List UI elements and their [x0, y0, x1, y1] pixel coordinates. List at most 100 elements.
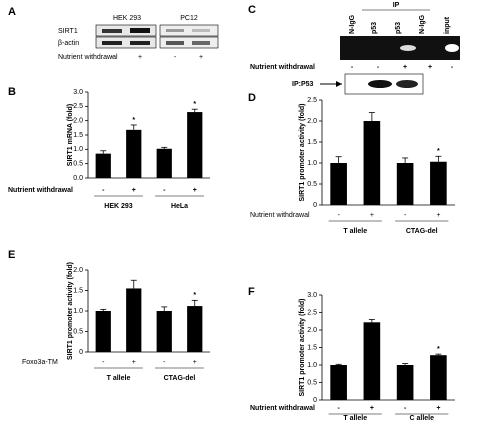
bar [95, 311, 111, 352]
blot [95, 24, 157, 37]
y-tick-label: 1.5 [73, 287, 83, 294]
condition: + [132, 359, 136, 366]
condition: - [163, 187, 166, 194]
header: IP [393, 2, 400, 9]
bar [95, 153, 111, 178]
panel-label: C [248, 4, 256, 16]
band [368, 80, 392, 88]
blot [159, 24, 219, 37]
group-label: T allele [343, 415, 367, 422]
group-label: HEK 293 [104, 203, 133, 210]
bar [396, 163, 414, 205]
bar [430, 161, 447, 205]
y-axis-label: SIRT1 promoter activity (fold) [67, 262, 74, 360]
condition: + [436, 212, 440, 219]
band [102, 29, 122, 33]
y-tick-label: 2.0 [73, 118, 83, 125]
condition: + [199, 54, 203, 61]
bar [126, 129, 142, 178]
bar [396, 365, 414, 400]
condition-label: Nutrient withdrawal [250, 405, 315, 412]
blot [159, 36, 219, 49]
group-label: T allele [107, 375, 131, 382]
y-tick-label: 0.5 [307, 379, 317, 386]
significance-marker: * [193, 101, 196, 108]
significance-marker: * [437, 346, 440, 353]
lane-label: N-IgG [419, 14, 426, 34]
significance-marker: * [437, 148, 440, 155]
y-tick-label: 0.5 [307, 181, 317, 188]
y-tick-label: 0.0 [73, 175, 83, 182]
condition: + [436, 405, 440, 412]
y-tick-label: 1.0 [73, 146, 83, 153]
band [192, 29, 210, 32]
y-tick-label: 2.5 [73, 103, 83, 110]
y-axis-label: SIRT1 mRNA (fold) [67, 104, 74, 166]
y-tick-label: 0 [79, 349, 83, 356]
lane-label: input [444, 16, 451, 34]
band [400, 45, 416, 51]
lane-label: PC12 [180, 15, 198, 22]
group-label: CTAG-del [164, 375, 196, 382]
panel-label: A [8, 6, 16, 18]
bar [156, 148, 172, 178]
lane-label: p53 [395, 22, 402, 34]
condition: - [111, 54, 114, 61]
condition: - [337, 405, 340, 412]
condition-label: Nutrient withdrawal [250, 64, 315, 71]
y-tick-label: 0.5 [73, 161, 83, 168]
condition-label: Nutrient withdrawal [58, 54, 118, 61]
y-tick-label: 1.0 [73, 308, 83, 315]
y-tick-label: 1.0 [307, 160, 317, 167]
condition-label: Nutrient withdrawal [250, 212, 310, 219]
bar [363, 322, 381, 400]
band [102, 41, 122, 45]
condition: - [102, 359, 105, 366]
bar [430, 355, 447, 400]
y-tick-label: 1.5 [307, 344, 317, 351]
band [396, 80, 418, 88]
panel-label: F [248, 286, 255, 298]
condition: - [404, 212, 407, 219]
y-tick-label: 0.5 [73, 328, 83, 335]
panel-label: D [248, 92, 256, 104]
y-tick-label: 3.0 [73, 89, 83, 96]
y-axis-label: SIRT1 promoter activity (fold) [299, 298, 306, 396]
band [130, 28, 150, 33]
condition: - [377, 64, 380, 71]
condition: - [174, 54, 177, 61]
y-tick-label: 1.5 [307, 139, 317, 146]
y-tick-label: 2.5 [307, 309, 317, 316]
y-tick-label: 1.5 [73, 132, 83, 139]
lane-label: p53 [371, 22, 378, 34]
condition: - [163, 359, 166, 366]
y-tick-label: 3.0 [307, 292, 317, 299]
condition: - [337, 212, 340, 219]
condition: + [193, 187, 197, 194]
y-tick-label: 0 [313, 202, 317, 209]
group-label: C allele [409, 415, 434, 422]
row-label: β-actin [58, 40, 79, 47]
bar [156, 311, 172, 352]
condition: - [404, 405, 407, 412]
y-tick-label: 2.0 [73, 267, 83, 274]
y-tick-label: 1.0 [307, 362, 317, 369]
y-tick-label: 0 [313, 397, 317, 404]
condition: + [132, 187, 136, 194]
condition: + [193, 359, 197, 366]
y-tick-label: 2.5 [307, 97, 317, 104]
condition: + [403, 64, 407, 71]
group-label: T allele [343, 228, 367, 235]
lane-label: HEK 293 [113, 15, 141, 22]
bar [187, 112, 203, 178]
significance-marker: * [193, 292, 196, 299]
condition: + [370, 405, 374, 412]
condition: - [451, 64, 454, 71]
lane-label: N-IgG [349, 14, 356, 34]
panel-label: E [8, 249, 15, 261]
panel-label: B [8, 86, 16, 98]
group-label: HeLa [171, 203, 188, 210]
arrow-head [336, 81, 342, 87]
lower-label: IP:P53 [292, 81, 314, 88]
band [445, 44, 459, 52]
